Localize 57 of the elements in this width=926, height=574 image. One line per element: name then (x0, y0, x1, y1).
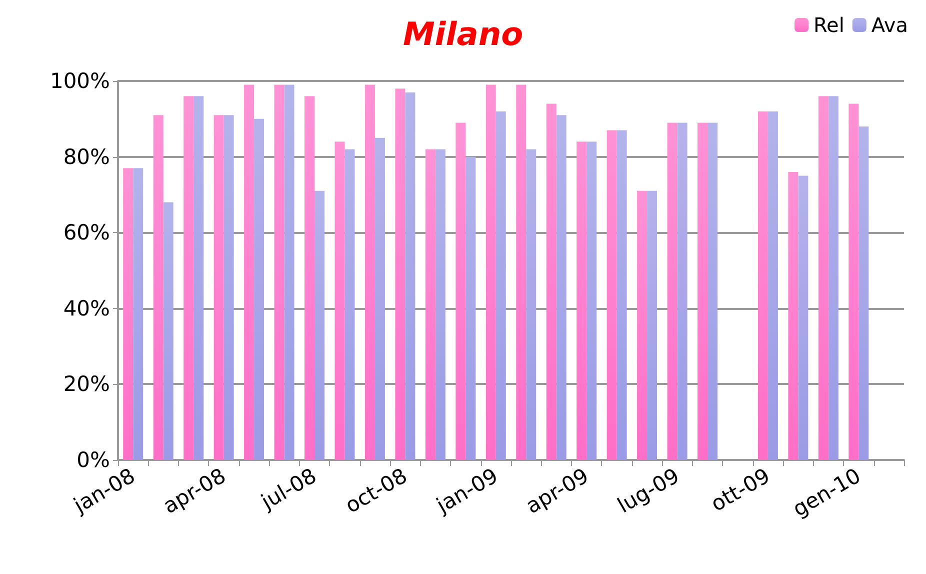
bar (616, 130, 627, 460)
bar (647, 190, 658, 460)
bar (364, 84, 375, 460)
bar (214, 115, 224, 460)
y-tick-label: 60% (63, 220, 110, 245)
bar (496, 111, 506, 460)
bar (374, 138, 385, 460)
bar (284, 84, 294, 460)
bar (768, 111, 778, 460)
bar (637, 190, 648, 460)
legend-label: Ava (871, 13, 908, 37)
bar (516, 84, 526, 460)
bar (435, 149, 446, 460)
bar (304, 96, 314, 460)
bar (486, 84, 496, 460)
bar (184, 96, 194, 460)
bar (698, 122, 708, 460)
bar (576, 142, 587, 460)
bar (153, 115, 164, 460)
bar (848, 104, 859, 460)
bar (818, 96, 828, 460)
bar (526, 149, 536, 460)
bar (133, 168, 144, 460)
bar (344, 149, 355, 460)
bar (606, 130, 617, 460)
bar (395, 88, 406, 460)
bar (254, 118, 264, 460)
bar (466, 156, 476, 460)
bar (667, 122, 678, 460)
bar (163, 202, 174, 460)
bar (858, 126, 869, 460)
y-tick-label: 0% (76, 448, 110, 472)
bar (334, 142, 345, 460)
bar (224, 115, 234, 460)
bar (314, 190, 324, 460)
bar (123, 168, 134, 460)
y-tick-label: 40% (63, 296, 110, 320)
y-tick-label: 20% (63, 372, 110, 396)
bar (798, 176, 808, 460)
bar (758, 111, 768, 460)
bar (708, 122, 718, 460)
chart-title: Milano (402, 15, 524, 53)
bar (788, 172, 798, 460)
y-tick-label: 80% (63, 144, 110, 169)
y-tick-label: 100% (50, 69, 110, 93)
legend-label: Rel (814, 13, 844, 37)
bar (677, 122, 688, 460)
bar (586, 142, 597, 460)
bar (425, 149, 436, 460)
bar (405, 92, 416, 460)
bar (194, 96, 204, 460)
bar (546, 104, 556, 460)
bar (828, 96, 838, 460)
bar (274, 84, 284, 460)
bar (456, 122, 466, 460)
bar (556, 115, 566, 460)
bar (244, 84, 254, 460)
